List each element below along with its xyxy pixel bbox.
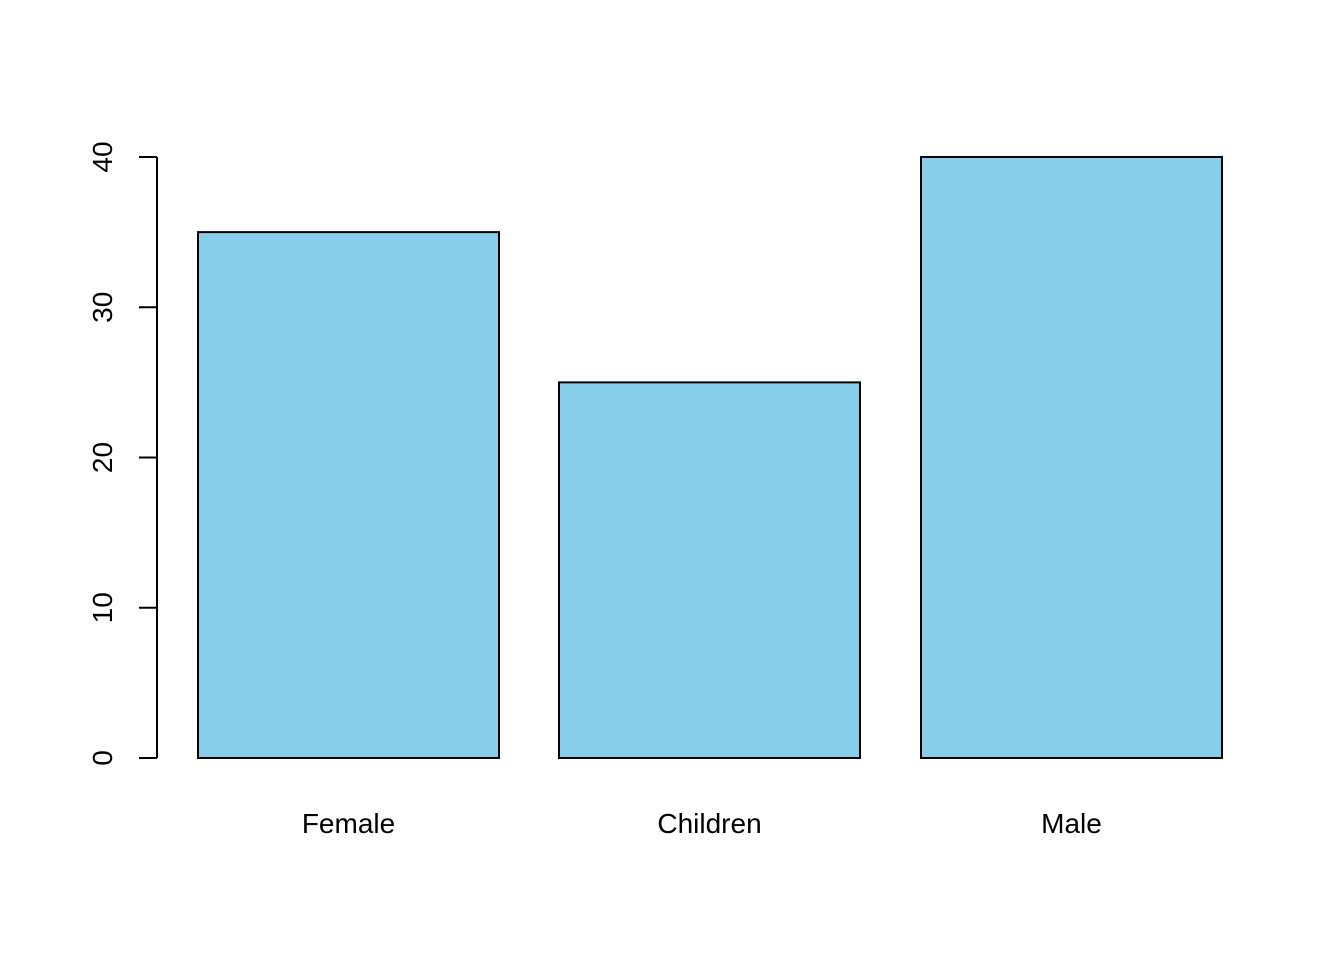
bar-female (197, 231, 500, 759)
y-tick-label: 20 (87, 442, 118, 473)
x-category-label: Female (302, 808, 395, 839)
x-category-label: Male (1041, 808, 1102, 839)
y-tick-label: 40 (87, 141, 118, 172)
bars (197, 156, 1223, 759)
y-tick-label: 30 (87, 292, 118, 323)
y-tick-label: 10 (87, 592, 118, 623)
y-axis: 0 10 20 30 40 (87, 141, 158, 766)
bar-children (558, 381, 861, 759)
x-category-label: Children (657, 808, 761, 839)
y-tick-label: 0 (87, 750, 118, 766)
x-axis-labels: Female Children Male (302, 808, 1102, 839)
bar-male (920, 156, 1223, 759)
